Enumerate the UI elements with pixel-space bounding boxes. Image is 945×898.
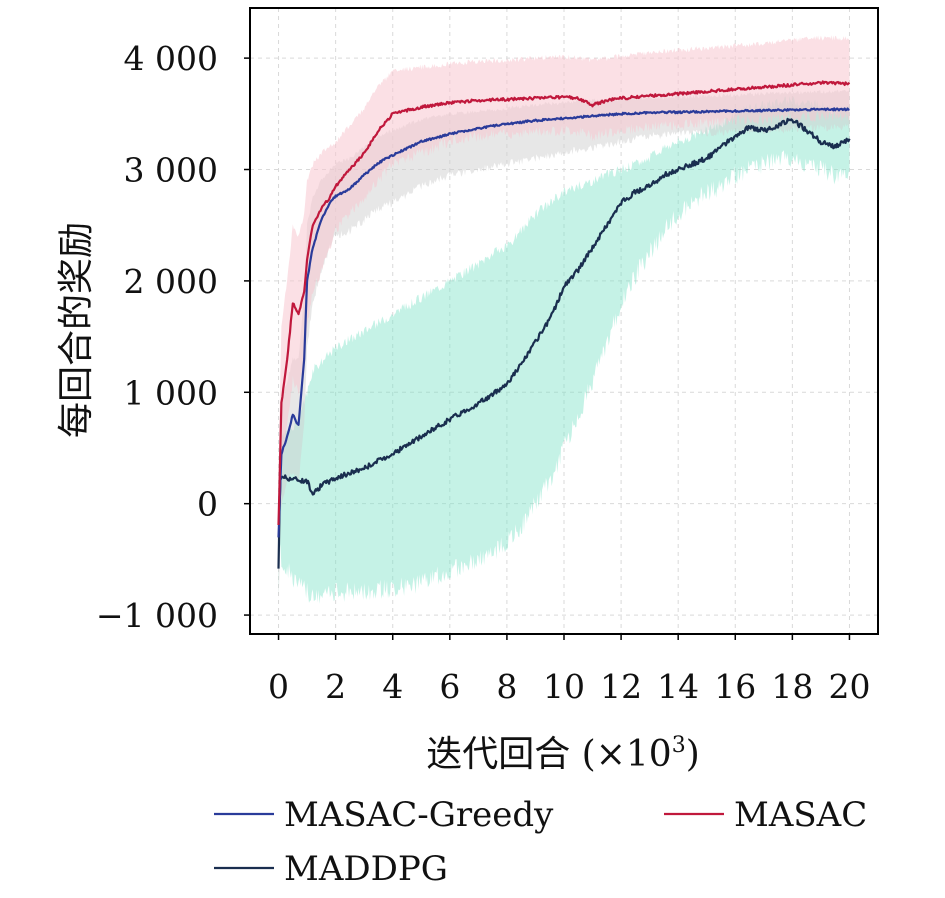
line-masac — [277, 80, 851, 526]
y-tick-label: 4 000 — [124, 39, 218, 78]
line-masac-greedy — [277, 107, 850, 538]
x-tick-label: 16 — [714, 667, 756, 706]
y-tick-label: 0 — [197, 485, 218, 524]
x-tick-label: 14 — [657, 667, 699, 706]
band-maddpg — [278, 96, 850, 604]
x-tick-label: 18 — [771, 667, 813, 706]
x-axis-title: 迭代回合 (×103) — [426, 733, 700, 775]
y-tick-label: 2 000 — [124, 262, 218, 301]
y-tick-label: 3 000 — [124, 151, 218, 190]
legend-label-maddpg: MADDPG — [284, 849, 448, 889]
x-axis-ticks: 0 2 4 6 8 10 12 14 16 18 20 — [268, 634, 870, 706]
x-tick-label: 2 — [325, 667, 346, 706]
series-lines — [277, 80, 851, 569]
y-tick-label: 1 000 — [124, 373, 218, 412]
x-tick-label: 0 — [268, 667, 289, 706]
x-tick-label: 20 — [828, 667, 870, 706]
x-tick-label: 6 — [439, 667, 460, 706]
legend: MASAC-Greedy MASAC MADDPG — [214, 795, 867, 889]
x-tick-label: 4 — [382, 667, 403, 706]
y-tick-label: −1 000 — [96, 596, 218, 635]
legend-label-masac-greedy: MASAC-Greedy — [284, 795, 554, 835]
x-axis-title-exponent: 3 — [672, 733, 686, 758]
confidence-bands — [278, 35, 850, 604]
x-axis-title-close: ) — [686, 734, 700, 775]
band-masac — [278, 35, 850, 577]
y-axis-title: 每回合的奖励 — [56, 222, 97, 438]
x-tick-label: 12 — [600, 667, 642, 706]
legend-label-masac: MASAC — [734, 795, 867, 835]
x-tick-label: 10 — [543, 667, 585, 706]
line-maddpg — [277, 117, 851, 569]
y-axis-ticks: −1 000 0 1 000 2 000 3 000 4 000 — [96, 39, 250, 635]
x-tick-label: 8 — [496, 667, 517, 706]
x-axis-title-main: 迭代回合 (×10 — [426, 734, 671, 775]
